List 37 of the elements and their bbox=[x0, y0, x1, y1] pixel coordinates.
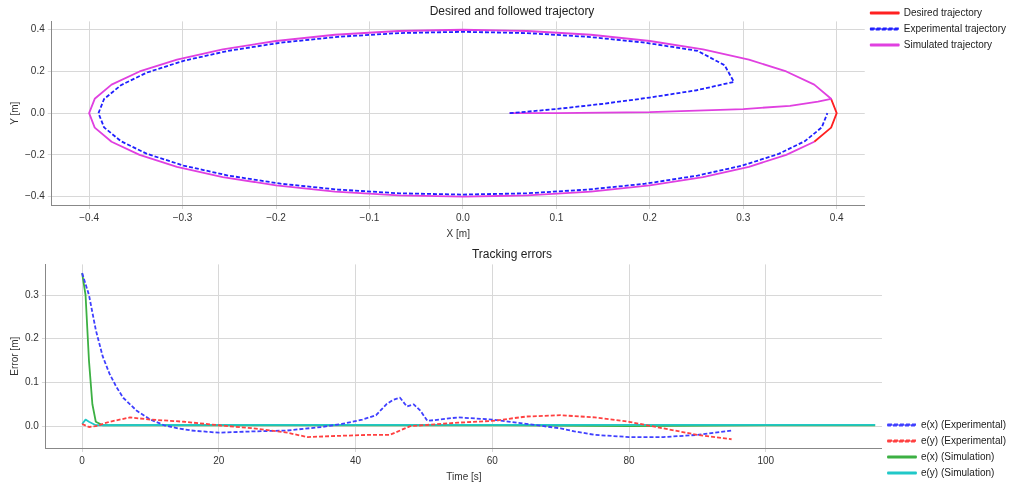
chart-title: Tracking errors bbox=[471, 246, 553, 261]
x-axis-title: Time [s] bbox=[446, 470, 482, 482]
chart-title: Desired and followed trajectory bbox=[429, 3, 595, 18]
y-tick-label: −0.4 bbox=[24, 190, 46, 202]
y-tick-label: 0.3 bbox=[25, 288, 40, 300]
x-tick-label: 40 bbox=[350, 454, 362, 466]
y-tick-label: −0.2 bbox=[24, 148, 46, 160]
y-tick-label: 0.1 bbox=[25, 376, 40, 388]
x-tick-label: 80 bbox=[623, 454, 636, 466]
y-tick-label: 0.0 bbox=[25, 419, 40, 431]
legend-label: Desired trajectory bbox=[903, 6, 983, 18]
x-axis-title: X [m] bbox=[446, 227, 471, 239]
y-tick-label: 0.2 bbox=[25, 332, 40, 344]
x-tick-label: −0.1 bbox=[359, 211, 380, 223]
y-tick-label: 0.0 bbox=[30, 106, 46, 118]
legend-label: e(y) (Experimental) bbox=[920, 434, 1007, 446]
x-tick-label: 0.2 bbox=[642, 211, 658, 223]
x-tick-label: 0 bbox=[79, 454, 86, 466]
x-tick-label: 60 bbox=[486, 454, 499, 466]
legend-label: Experimental trajectory bbox=[903, 22, 1006, 34]
x-tick-label: 100 bbox=[757, 454, 775, 466]
legend-label: e(y) (Simulation) bbox=[920, 466, 995, 478]
y-tick-label: 0.4 bbox=[30, 23, 46, 35]
x-tick-label: 0.4 bbox=[829, 211, 845, 223]
y-axis-title: Error [m] bbox=[8, 336, 20, 376]
x-tick-label: −0.3 bbox=[172, 211, 193, 223]
y-axis-title: Y [m] bbox=[8, 101, 20, 125]
legend-label: e(x) (Simulation) bbox=[920, 450, 995, 462]
legend-label: Simulated trajectory bbox=[903, 38, 993, 50]
legend-label: e(x) (Experimental) bbox=[920, 418, 1007, 430]
x-tick-label: 0.1 bbox=[549, 211, 564, 223]
x-tick-label: 20 bbox=[213, 454, 225, 466]
x-tick-label: −0.4 bbox=[79, 211, 100, 223]
y-tick-label: 0.2 bbox=[30, 65, 46, 77]
x-tick-label: 0.0 bbox=[455, 211, 471, 223]
x-tick-label: −0.2 bbox=[266, 211, 287, 223]
x-tick-label: 0.3 bbox=[736, 211, 751, 223]
